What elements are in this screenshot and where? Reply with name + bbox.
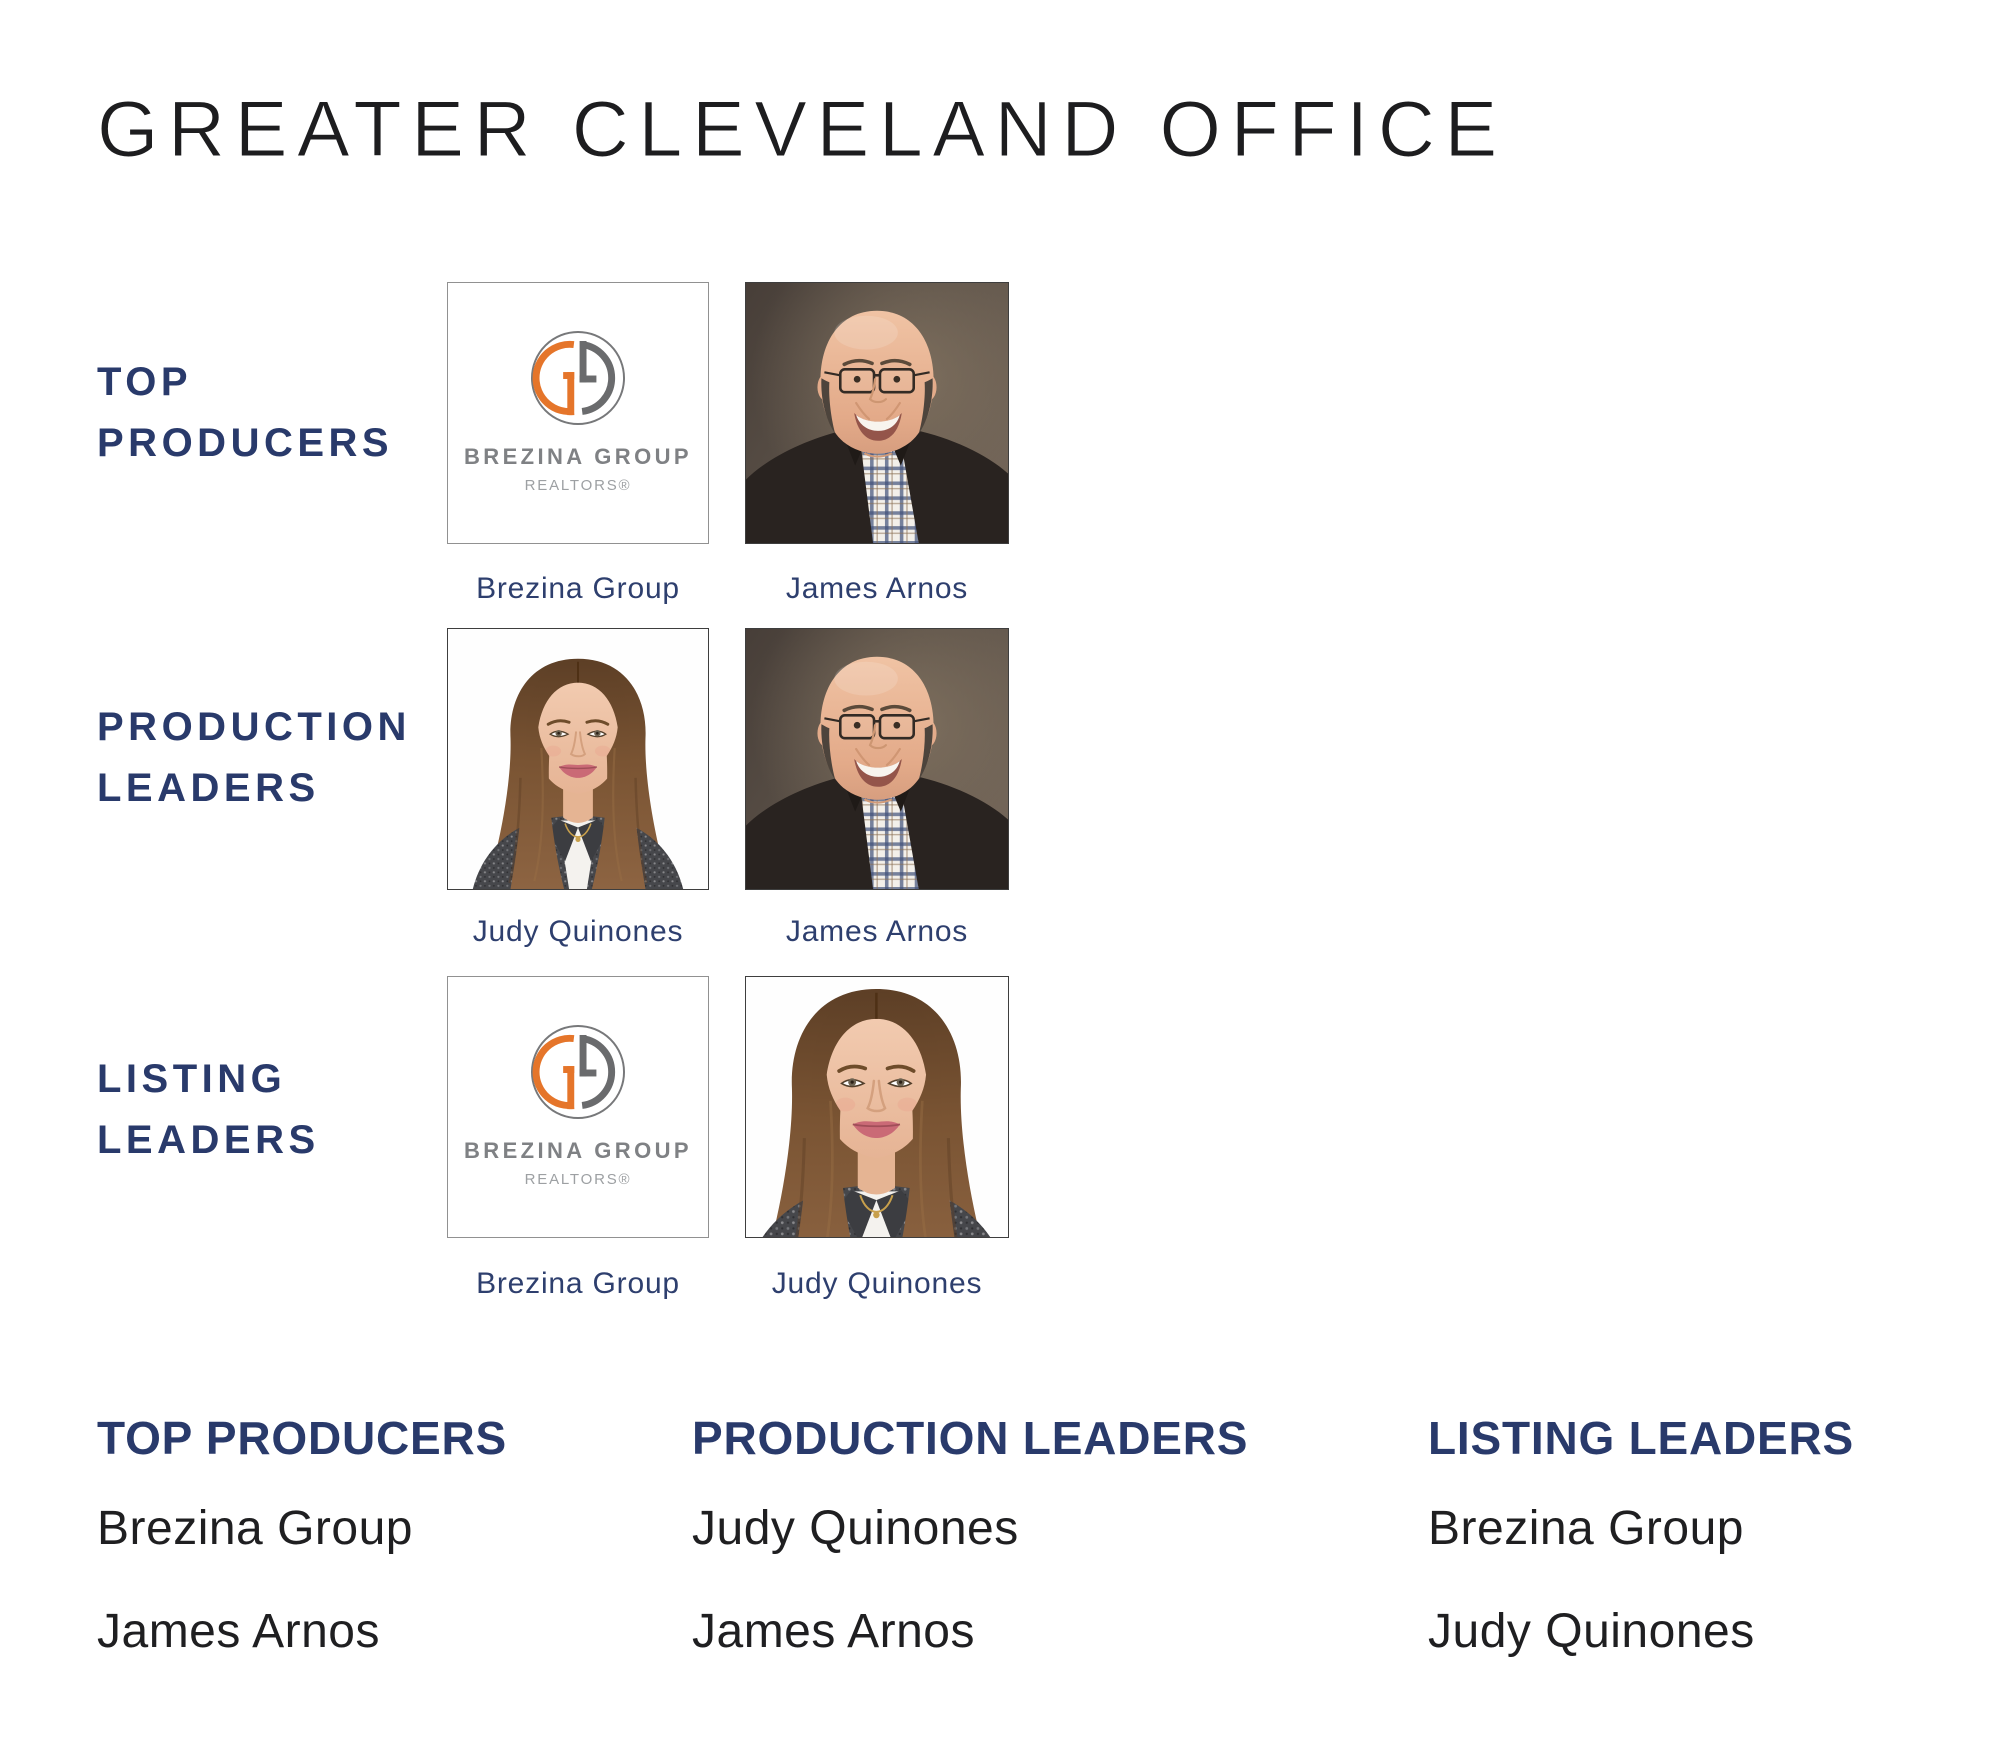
- judy-quinones-portrait: [448, 629, 708, 889]
- row-label-listing-leaders: LISTING LEADERS: [97, 1049, 320, 1171]
- photo-judy-quinones: [447, 628, 709, 890]
- row-label-line2: LEADERS: [97, 766, 320, 810]
- james-arnos-portrait: [746, 283, 1008, 543]
- summary-heading-production-leaders: PRODUCTION LEADERS: [692, 1412, 1249, 1464]
- caption-judy-quinones: Judy Quinones: [472, 915, 684, 948]
- james-arnos-portrait: [746, 629, 1008, 889]
- caption-james-arnos: James Arnos: [785, 915, 969, 948]
- summary-item: James Arnos: [692, 1605, 975, 1658]
- photo-james-arnos: [745, 282, 1009, 544]
- brezina-group-logo: [530, 330, 626, 426]
- brezina-group-logo-card: BREZINA GROUP REALTORS®: [447, 976, 709, 1238]
- row-label-top-producers: TOP PRODUCERS: [97, 352, 393, 474]
- row-label-line2: LEADERS: [97, 1118, 320, 1162]
- row-label-line1: TOP: [97, 360, 193, 404]
- logo-subbrand-text: REALTORS®: [524, 1171, 632, 1188]
- summary-item: Judy Quinones: [1428, 1605, 1755, 1658]
- summary-item: James Arnos: [97, 1605, 380, 1658]
- row-label-line2: PRODUCERS: [97, 421, 394, 465]
- logo-brand-text: BREZINA GROUP: [464, 1138, 692, 1163]
- summary-item: Brezina Group: [1428, 1502, 1744, 1555]
- brezina-group-logo-card: BREZINA GROUP REALTORS®: [447, 282, 709, 544]
- photo-james-arnos: [745, 628, 1009, 890]
- summary-heading-top-producers: TOP PRODUCERS: [97, 1412, 508, 1464]
- summary-item: Judy Quinones: [692, 1502, 1019, 1555]
- caption-brezina-group: Brezina Group: [476, 572, 680, 605]
- row-label-production-leaders: PRODUCTION LEADERS: [97, 697, 411, 819]
- summary-item: Brezina Group: [97, 1502, 413, 1555]
- summary-heading-listing-leaders: LISTING LEADERS: [1428, 1412, 1855, 1464]
- photo-judy-quinones-close: [745, 976, 1009, 1238]
- judy-quinones-portrait: [746, 977, 1008, 1237]
- row-label-line1: LISTING: [97, 1057, 287, 1101]
- brezina-group-logo: [530, 1024, 626, 1120]
- row-label-line1: PRODUCTION: [97, 705, 411, 749]
- caption-judy-quinones: Judy Quinones: [771, 1267, 983, 1300]
- page-title: GREATER CLEVELAND OFFICE: [96, 83, 1507, 173]
- caption-james-arnos: James Arnos: [785, 572, 969, 605]
- caption-brezina-group: Brezina Group: [476, 1267, 680, 1300]
- logo-subbrand-text: REALTORS®: [524, 477, 632, 494]
- logo-brand-text: BREZINA GROUP: [464, 444, 692, 469]
